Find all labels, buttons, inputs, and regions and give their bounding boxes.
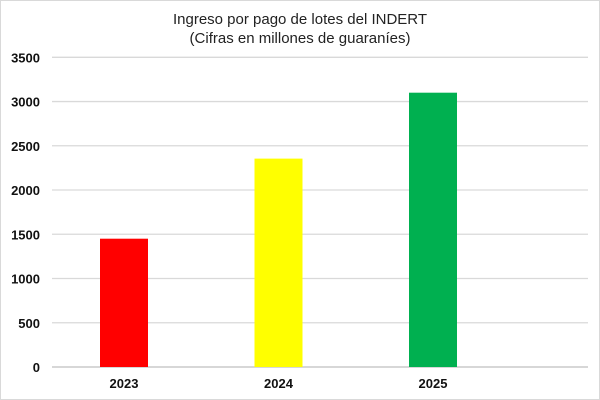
bar-2025	[409, 92, 457, 368]
y-tick-label: 0	[33, 360, 40, 375]
bar-2023	[100, 238, 148, 367]
y-tick-label: 1000	[11, 272, 40, 287]
bar-2024	[254, 158, 303, 367]
y-tick-label: 500	[18, 316, 40, 331]
x-tick-label: 2025	[419, 376, 448, 391]
y-tick-label: 3000	[11, 95, 40, 110]
x-tick-label: 2023	[110, 376, 139, 391]
y-tick-label: 3500	[11, 50, 40, 65]
y-tick-label: 2500	[11, 139, 40, 154]
chart-subtitle: (Cifras en millones de guaraníes)	[190, 30, 411, 47]
chart-title: Ingreso por pago de lotes del INDERT	[173, 11, 427, 28]
y-tick-label: 1500	[11, 227, 40, 242]
y-tick-label: 2000	[11, 183, 40, 198]
x-tick-label: 2024	[264, 376, 294, 391]
